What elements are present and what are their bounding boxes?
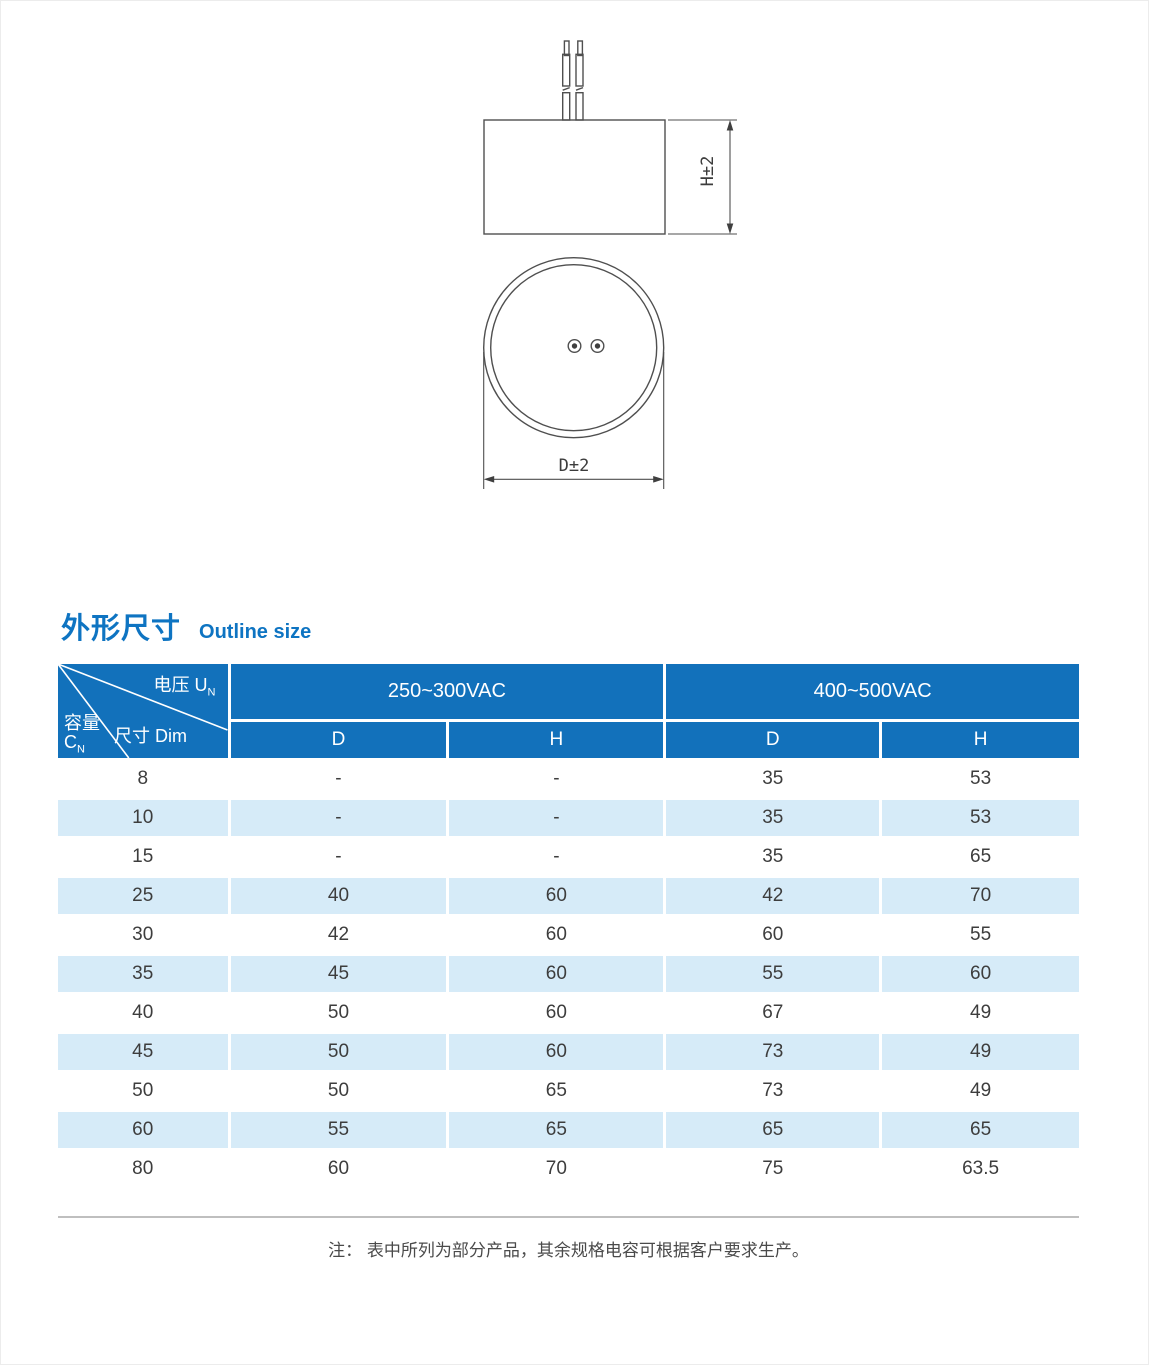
note-divider: [58, 1216, 1079, 1218]
table-row: 40 50 60 67 49: [58, 995, 1079, 1031]
table-row: 50 50 65 73 49: [58, 1073, 1079, 1109]
cell-d-250-300: -: [230, 839, 447, 875]
cell-d-250-300: -: [230, 761, 447, 797]
height-dim-label: H±2: [698, 156, 718, 187]
cell-d-400-500: 73: [666, 1073, 880, 1109]
cell-capacity: 45: [58, 1034, 228, 1070]
subheader-d-400: D: [666, 722, 880, 758]
cell-d-250-300: 60: [230, 1151, 447, 1187]
cell-h-400-500: 53: [882, 761, 1079, 797]
cell-h-400-500: 65: [882, 1112, 1079, 1148]
cell-d-400-500: 65: [666, 1112, 880, 1148]
cell-capacity: 30: [58, 917, 228, 953]
cell-h-250-300: 65: [449, 1073, 664, 1109]
table-row: 15- -35 65: [58, 839, 1079, 875]
cell-capacity: 10: [58, 800, 228, 836]
cell-capacity: 35: [58, 956, 228, 992]
subheader-d-250: D: [230, 722, 447, 758]
corner-diagonal-lines: [58, 664, 228, 758]
cell-h-250-300: -: [449, 839, 664, 875]
cell-h-400-500: 63.5: [882, 1151, 1079, 1187]
voltage-group-250-300: 250~300VAC: [230, 664, 664, 719]
capacitor-outline-drawing: H±2 D±2: [482, 40, 737, 489]
cell-d-400-500: 35: [666, 800, 880, 836]
cell-capacity: 80: [58, 1151, 228, 1187]
cell-h-250-300: -: [449, 800, 664, 836]
diameter-dimension: [483, 352, 665, 489]
cell-h-400-500: 60: [882, 956, 1079, 992]
cell-capacity: 8: [58, 761, 228, 797]
cell-d-250-300: 50: [230, 1034, 447, 1070]
height-dimension: [668, 119, 737, 235]
cell-h-250-300: 60: [449, 1034, 664, 1070]
subheader-h-400: H: [882, 722, 1079, 758]
cell-d-250-300: -: [230, 800, 447, 836]
cell-h-400-500: 65: [882, 839, 1079, 875]
table-row: 60 55 65 65 65: [58, 1112, 1079, 1148]
cell-d-400-500: 75: [666, 1151, 880, 1187]
cell-d-400-500: 35: [666, 761, 880, 797]
capacitor-side-view: [483, 40, 666, 235]
voltage-group-400-500: 400~500VAC: [666, 664, 1079, 719]
table-row: 10- -35 53: [58, 800, 1079, 836]
table-body: 8- -35 53 10- -35 53 15- -35 65 25 40 60 42 70 30 42 60 6…: [58, 761, 1079, 1187]
corner-capacity-label: 容量 CN: [64, 713, 100, 756]
cell-h-400-500: 49: [882, 995, 1079, 1031]
cell-d-400-500: 67: [666, 995, 880, 1031]
cell-capacity: 50: [58, 1073, 228, 1109]
outline-size-table: 电压 UN 尺寸 Dim 容量 CN 250~300VAC 400~500VAC …: [55, 661, 1082, 1190]
cell-capacity: 25: [58, 878, 228, 914]
cell-d-400-500: 60: [666, 917, 880, 953]
section-title-en: Outline size: [199, 621, 312, 643]
cell-capacity: 40: [58, 995, 228, 1031]
cell-d-250-300: 40: [230, 878, 447, 914]
cell-h-250-300: -: [449, 761, 664, 797]
diameter-dim-label: D±2: [559, 456, 590, 476]
cell-d-400-500: 42: [666, 878, 880, 914]
section-title-zh: 外形尺寸: [61, 613, 182, 645]
corner-size-label: 尺寸 Dim: [114, 726, 187, 746]
cell-h-400-500: 53: [882, 800, 1079, 836]
cell-d-250-300: 50: [230, 1073, 447, 1109]
subheader-h-250: H: [449, 722, 664, 758]
cell-d-250-300: 50: [230, 995, 447, 1031]
section-title: 外形尺寸 Outline size: [61, 605, 311, 647]
cell-h-400-500: 55: [882, 917, 1079, 953]
table-row: 35 45 60 55 60: [58, 956, 1079, 992]
cell-d-400-500: 35: [666, 839, 880, 875]
table-row: 80 60 70 75 63.5: [58, 1151, 1079, 1187]
cell-d-400-500: 73: [666, 1034, 880, 1070]
capacitor-top-view: [482, 257, 665, 439]
table-row: 25 40 60 42 70: [58, 878, 1079, 914]
cell-h-250-300: 70: [449, 1151, 664, 1187]
cell-d-250-300: 42: [230, 917, 447, 953]
cell-h-250-300: 60: [449, 917, 664, 953]
table-row: 45 50 60 73 49: [58, 1034, 1079, 1070]
cell-h-250-300: 60: [449, 878, 664, 914]
corner-header-cell: 电压 UN 尺寸 Dim 容量 CN: [58, 664, 228, 758]
cell-h-400-500: 49: [882, 1073, 1079, 1109]
cell-h-250-300: 60: [449, 995, 664, 1031]
cell-d-250-300: 55: [230, 1112, 447, 1148]
cell-capacity: 15: [58, 839, 228, 875]
cell-h-400-500: 70: [882, 878, 1079, 914]
cell-d-250-300: 45: [230, 956, 447, 992]
footer-note: 注： 表中所列为部分产品，其余规格电容可根据客户要求生产。: [328, 1241, 809, 1260]
cell-capacity: 60: [58, 1112, 228, 1148]
terminal-dots: [571, 343, 601, 349]
table-row: 8- -35 53: [58, 761, 1079, 797]
cell-d-400-500: 55: [666, 956, 880, 992]
cell-h-250-300: 65: [449, 1112, 664, 1148]
table-row: 30 42 60 60 55: [58, 917, 1079, 953]
cell-h-250-300: 60: [449, 956, 664, 992]
corner-voltage-label: 电压 UN: [153, 675, 216, 699]
cell-h-400-500: 49: [882, 1034, 1079, 1070]
